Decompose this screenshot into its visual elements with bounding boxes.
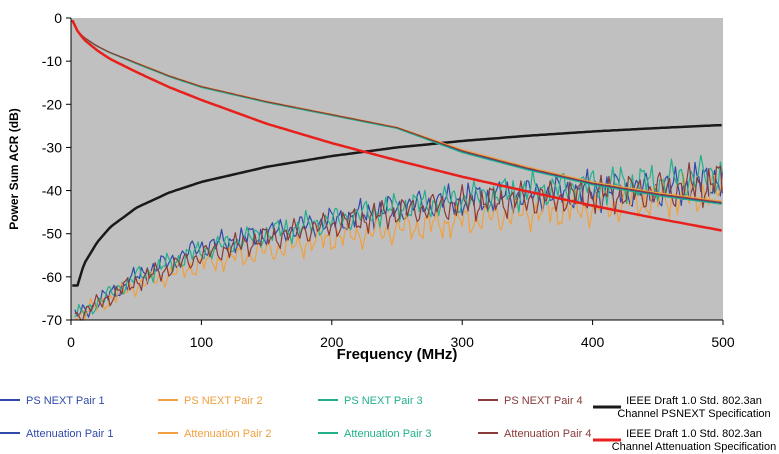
x-tick-label: 200	[320, 334, 344, 350]
y-tick-label: -60	[42, 269, 62, 285]
y-tick-label: -30	[42, 139, 62, 155]
y-tick-label: -20	[42, 96, 62, 112]
legend-label: Attenuation Pair 4	[504, 428, 591, 440]
legend-label: Attenuation Pair 3	[344, 428, 431, 440]
y-tick-label: -10	[42, 53, 62, 69]
legend-label: IEEE Draft 1.0 Std. 802.3an	[626, 428, 762, 440]
series-line-ieee-draft-1-0-std-802-3an-channel-attenuation-specification	[71, 19, 722, 232]
y-tick-label: -50	[42, 226, 62, 242]
series-line-attenuation-pair-3	[71, 19, 722, 205]
x-tick-label: 100	[190, 334, 214, 350]
series-line-ieee-draft-1-0-std-802-3an-channel-psnext-specification	[72, 123, 722, 287]
legend-label: Attenuation Pair 1	[26, 428, 113, 440]
legend-label: IEEE Draft 1.0 Std. 802.3an	[626, 395, 762, 407]
y-tick-label: 0	[54, 10, 62, 26]
series-line-ps-next-pair-3	[74, 154, 723, 318]
series-layer	[71, 19, 723, 321]
legend-label: PS NEXT Pair 3	[344, 395, 423, 407]
x-tick-label: 400	[581, 334, 605, 350]
x-axis-title: Frequency (MHz)	[337, 346, 458, 363]
x-tick-label: 300	[451, 334, 475, 350]
legend: PS NEXT Pair 1 PS NEXT Pair 2 PS NEXT Pair…	[0, 395, 776, 453]
legend-label: Channel PSNEXT Specification	[617, 408, 770, 420]
y-tick-label: -70	[42, 312, 62, 328]
legend-label: Channel Attenuation Specification	[612, 441, 777, 453]
legend-label: Attenuation Pair 2	[184, 428, 271, 440]
x-tick-label: 500	[711, 334, 735, 350]
series-line-attenuation-pair-4	[71, 19, 722, 204]
y-tick-label: -40	[42, 183, 62, 199]
y-axis-title: Power Sum ACR (dB)	[7, 108, 21, 230]
legend-label: PS NEXT Pair 1	[26, 395, 105, 407]
legend-label: PS NEXT Pair 4	[504, 395, 583, 407]
axes-layer: 0 100 200 300 400 500 0 -10 -20 -30 -40 -50 -60 -70	[42, 10, 735, 350]
series-line-ps-next-pair-2	[74, 172, 723, 321]
plot-area	[71, 18, 723, 320]
legend-label: PS NEXT Pair 2	[184, 395, 263, 407]
x-tick-label: 0	[67, 334, 75, 350]
